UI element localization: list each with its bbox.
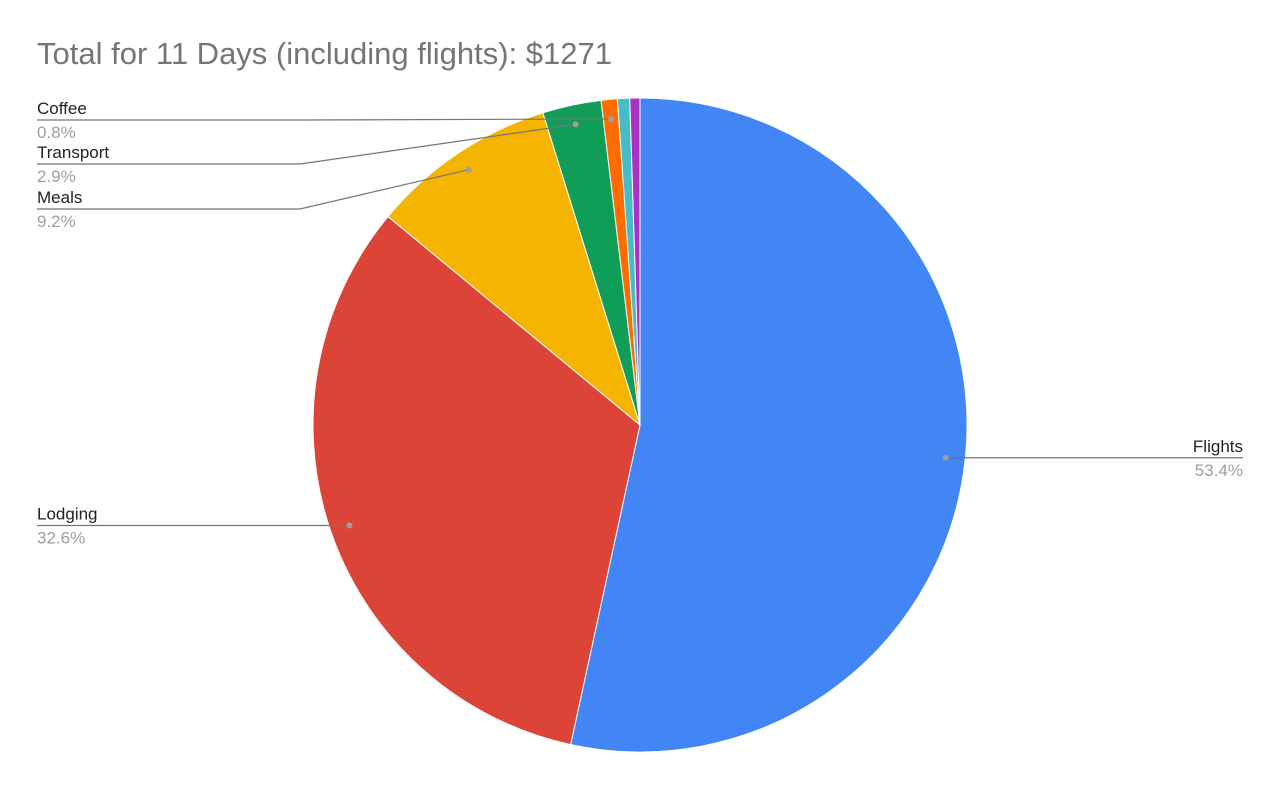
slice-label: Lodging — [37, 504, 98, 523]
pie-slice — [629, 97, 641, 426]
leader-line — [37, 169, 469, 210]
chart-title: Total for 11 Days (including flights): $… — [37, 36, 612, 71]
slice-label: Meals — [37, 188, 82, 207]
slice-label: Transport — [37, 143, 109, 162]
slice-value-label: 32.6% — [37, 528, 85, 547]
pie-slice — [387, 112, 641, 427]
slice-value-label: 2.9% — [37, 167, 76, 186]
slice-label: Flights — [1193, 437, 1243, 456]
slice-value-label: 53.4% — [1195, 461, 1243, 480]
leader-dot — [942, 454, 949, 461]
leader-dot — [346, 522, 353, 529]
leader-dot — [608, 115, 615, 122]
leader-dot — [465, 166, 472, 173]
leader-line — [37, 118, 612, 121]
leader-dot — [572, 121, 579, 128]
pie-slice — [570, 97, 968, 753]
slice-label: Coffee — [37, 99, 87, 118]
leader-line — [37, 123, 576, 165]
slice-value-label: 9.2% — [37, 212, 76, 231]
pie-slice — [312, 215, 641, 746]
slice-value-label: 0.8% — [37, 123, 76, 142]
